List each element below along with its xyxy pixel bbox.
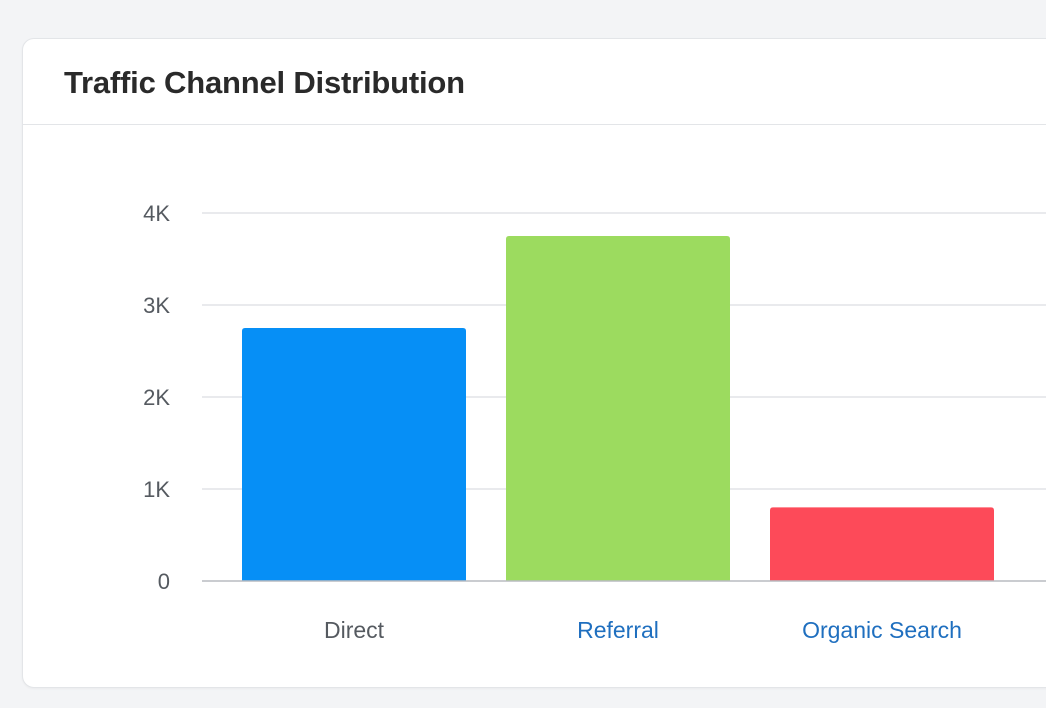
chart-title: Traffic Channel Distribution bbox=[64, 65, 465, 100]
chart-card: Traffic Channel Distribution bbox=[22, 38, 1046, 688]
card-header: Traffic Channel Distribution bbox=[23, 39, 1046, 125]
